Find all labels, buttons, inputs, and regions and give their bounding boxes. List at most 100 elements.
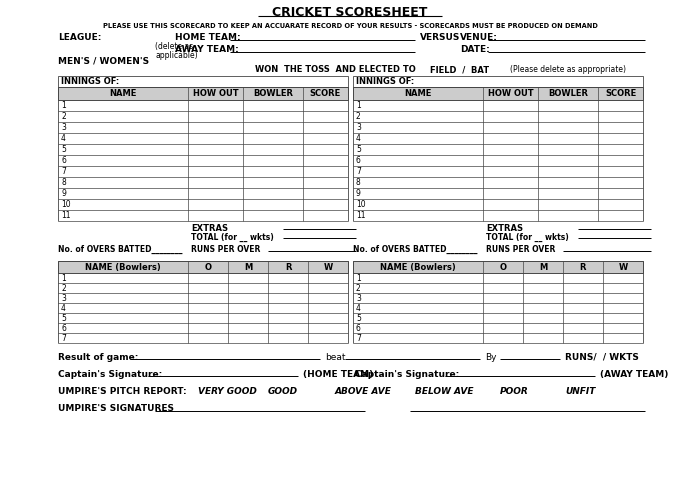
Text: NAME (Bowlers): NAME (Bowlers) — [380, 262, 456, 272]
Text: 5: 5 — [61, 145, 66, 154]
Text: 9: 9 — [356, 189, 361, 198]
Text: 6: 6 — [61, 324, 66, 332]
Text: 6: 6 — [61, 156, 66, 165]
Text: FIELD  /  BAT: FIELD / BAT — [430, 66, 489, 75]
Text: 8: 8 — [61, 178, 66, 187]
Text: 9: 9 — [61, 189, 66, 198]
Text: UMPIRE'S PITCH REPORT:: UMPIRE'S PITCH REPORT: — [58, 386, 187, 396]
Text: VENUE:: VENUE: — [460, 34, 498, 42]
Text: 7: 7 — [356, 333, 361, 342]
Text: VERY GOOD: VERY GOOD — [198, 386, 257, 396]
Text: 7: 7 — [61, 333, 66, 342]
Text: BELOW AVE: BELOW AVE — [415, 386, 473, 396]
Text: MEN'S / WOMEN'S: MEN'S / WOMEN'S — [58, 56, 149, 66]
Text: 5: 5 — [61, 314, 66, 323]
Text: (HOME TEAM): (HOME TEAM) — [303, 370, 373, 378]
Text: TOTAL (for __ wkts): TOTAL (for __ wkts) — [191, 233, 274, 242]
Text: O: O — [204, 262, 211, 272]
Text: INNINGS OF:: INNINGS OF: — [356, 77, 414, 86]
Text: RUNS PER OVER: RUNS PER OVER — [191, 245, 260, 253]
Text: 5: 5 — [356, 314, 361, 323]
Text: W: W — [618, 262, 628, 272]
Text: 1: 1 — [61, 101, 66, 110]
Text: 2: 2 — [61, 284, 66, 292]
Text: 3: 3 — [356, 123, 361, 132]
Text: UNFIT: UNFIT — [565, 386, 596, 396]
Text: 1: 1 — [356, 274, 360, 283]
Text: PLEASE USE THIS SCORECARD TO KEEP AN ACCUARATE RECORD OF YOUR RESULTS - SCORECAR: PLEASE USE THIS SCORECARD TO KEEP AN ACC… — [103, 23, 597, 29]
Text: beat: beat — [325, 353, 346, 362]
Text: NAME: NAME — [405, 89, 432, 98]
Bar — [353, 261, 643, 273]
Text: R: R — [580, 262, 587, 272]
Text: 10: 10 — [356, 200, 365, 209]
Text: ABOVE AVE: ABOVE AVE — [335, 386, 392, 396]
Text: 3: 3 — [61, 123, 66, 132]
Text: INNINGS OF:: INNINGS OF: — [61, 77, 119, 86]
Text: 6: 6 — [356, 156, 361, 165]
Text: applicable): applicable) — [155, 50, 197, 59]
Text: TOTAL (for __ wkts): TOTAL (for __ wkts) — [486, 233, 568, 242]
Text: No. of OVERS BATTED________: No. of OVERS BATTED________ — [353, 245, 477, 253]
Bar — [353, 76, 643, 87]
Text: RUNS PER OVER: RUNS PER OVER — [486, 245, 555, 253]
Text: HOW OUT: HOW OUT — [193, 89, 238, 98]
Text: SCORE: SCORE — [605, 89, 636, 98]
Text: POOR: POOR — [500, 386, 528, 396]
Text: 2: 2 — [61, 112, 66, 121]
Text: W: W — [323, 262, 332, 272]
Bar — [58, 76, 348, 87]
Bar — [58, 261, 348, 273]
Text: By: By — [485, 353, 496, 362]
Text: 11: 11 — [356, 211, 365, 220]
Text: M: M — [244, 262, 252, 272]
Text: 1: 1 — [356, 101, 360, 110]
Text: (delete as: (delete as — [155, 42, 193, 51]
Text: 8: 8 — [356, 178, 360, 187]
Text: GOOD: GOOD — [268, 386, 298, 396]
Text: (AWAY TEAM): (AWAY TEAM) — [600, 370, 668, 378]
Text: UMPIRE'S SIGNATURES: UMPIRE'S SIGNATURES — [58, 404, 174, 412]
Text: SCORE: SCORE — [310, 89, 341, 98]
Text: 4: 4 — [61, 303, 66, 313]
Bar — [58, 87, 348, 100]
Text: HOME TEAM:: HOME TEAM: — [175, 34, 241, 42]
Text: 4: 4 — [61, 134, 66, 143]
Text: Captain's Signature:: Captain's Signature: — [58, 370, 162, 378]
Text: BOWLER: BOWLER — [548, 89, 588, 98]
Text: 4: 4 — [356, 303, 361, 313]
Text: 7: 7 — [61, 167, 66, 176]
Text: 3: 3 — [356, 293, 361, 302]
Text: Result of game:: Result of game: — [58, 353, 139, 362]
Bar — [353, 87, 643, 100]
Text: No. of OVERS BATTED________: No. of OVERS BATTED________ — [58, 245, 183, 253]
Text: WON  THE TOSS  AND ELECTED TO: WON THE TOSS AND ELECTED TO — [255, 66, 416, 75]
Text: M: M — [539, 262, 547, 272]
Text: VERSUS: VERSUS — [420, 34, 461, 42]
Text: Captain's Signature:: Captain's Signature: — [355, 370, 459, 378]
Text: 2: 2 — [356, 112, 360, 121]
Text: (Please delete as appropriate): (Please delete as appropriate) — [510, 66, 626, 75]
Text: 7: 7 — [356, 167, 361, 176]
Text: NAME (Bowlers): NAME (Bowlers) — [85, 262, 161, 272]
Text: R: R — [285, 262, 291, 272]
Text: 2: 2 — [356, 284, 360, 292]
Text: AWAY TEAM:: AWAY TEAM: — [175, 45, 239, 54]
Text: HOW OUT: HOW OUT — [488, 89, 533, 98]
Text: NAME: NAME — [109, 89, 136, 98]
Text: RUNS/  / WKTS: RUNS/ / WKTS — [565, 353, 639, 362]
Text: DATE:: DATE: — [460, 45, 490, 54]
Text: CRICKET SCORESHEET: CRICKET SCORESHEET — [272, 6, 428, 19]
Text: O: O — [500, 262, 507, 272]
Text: 10: 10 — [61, 200, 71, 209]
Text: 11: 11 — [61, 211, 71, 220]
Text: 1: 1 — [61, 274, 66, 283]
Text: EXTRAS: EXTRAS — [486, 223, 523, 233]
Text: 3: 3 — [61, 293, 66, 302]
Text: EXTRAS: EXTRAS — [191, 223, 228, 233]
Text: 4: 4 — [356, 134, 361, 143]
Text: BOWLER: BOWLER — [253, 89, 293, 98]
Text: 5: 5 — [356, 145, 361, 154]
Text: 6: 6 — [356, 324, 361, 332]
Text: LEAGUE:: LEAGUE: — [58, 34, 102, 42]
